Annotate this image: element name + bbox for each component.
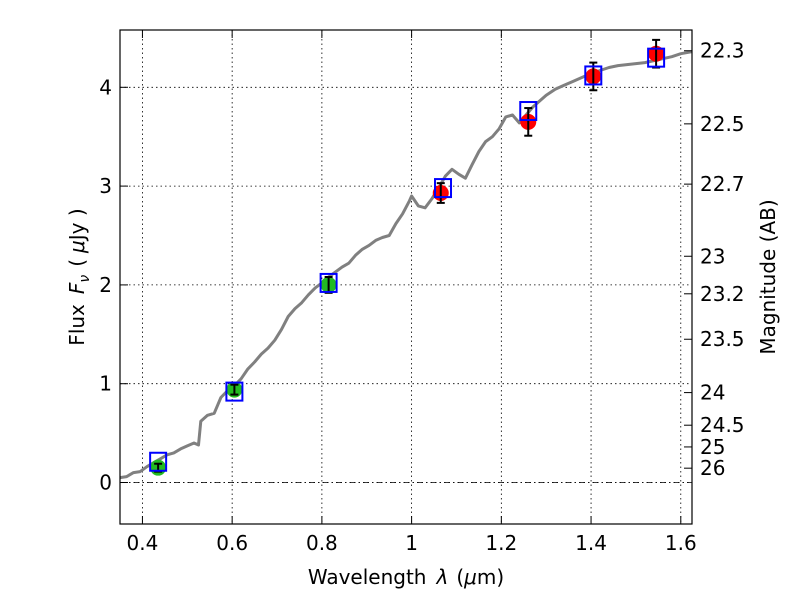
- y2-tick-label: 24.5: [700, 413, 745, 437]
- x-axis-label: Wavelength λ (μm): [308, 565, 504, 589]
- y2-tick-label: 26: [700, 456, 725, 480]
- x-tick-label: 1.4: [575, 531, 607, 555]
- plot-frame: [119, 29, 693, 525]
- y-tick-label: 4: [99, 75, 112, 99]
- y2-axis-label: Magnitude (AB): [756, 199, 780, 354]
- model-box: [434, 178, 453, 199]
- y2-tick-label: 25: [700, 435, 725, 459]
- x-tick-label: 1: [405, 531, 418, 555]
- x-tick-label: 0.6: [216, 531, 248, 555]
- y2-tick-label: 24: [700, 381, 725, 405]
- model-spectrum-line: [119, 50, 693, 480]
- model-box: [225, 381, 244, 402]
- y2-tick-label: 22.3: [700, 39, 745, 63]
- model-box: [647, 47, 666, 68]
- data-markers: [149, 38, 666, 476]
- y2-tick-label: 23.2: [700, 282, 745, 306]
- model-box: [584, 65, 603, 86]
- model-box: [319, 272, 338, 293]
- model-box: [149, 451, 168, 472]
- y2-tick-label: 23: [700, 244, 725, 268]
- axis-ticks: 0.4 0.6 0.8 1 1.2 1.4 1.60123422.322.522.72323…: [99, 30, 745, 555]
- y2-tick-label: 23.5: [700, 327, 745, 351]
- x-tick-label: 1.2: [485, 531, 517, 555]
- x-tick-label: 0.8: [306, 531, 338, 555]
- y2-tick-label: 22.5: [700, 112, 745, 136]
- y-tick-label: 2: [99, 273, 112, 297]
- y-tick-label: 3: [99, 174, 112, 198]
- y-axis-label: FluxFν(μJy ): [65, 208, 93, 345]
- y2-tick-label: 22.7: [700, 172, 745, 196]
- y-tick-label: 0: [99, 471, 112, 495]
- y-tick-label: 1: [99, 372, 112, 396]
- x-tick-label: 0.4: [127, 531, 159, 555]
- model-box: [519, 101, 538, 122]
- plot-area: [120, 30, 692, 524]
- x-tick-label: 1.6: [665, 531, 697, 555]
